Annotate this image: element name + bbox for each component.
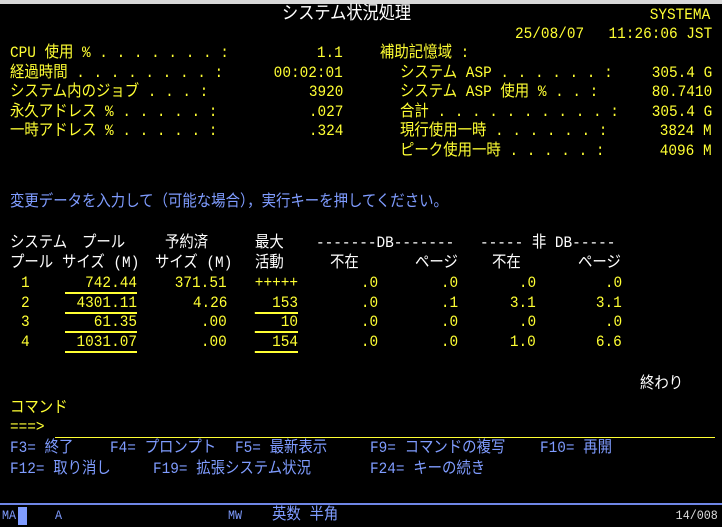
command-label: コマンド [10,399,68,417]
more-indicator: 終わり [640,375,684,393]
aux-storage-label: 補助記憶域 : [380,44,470,62]
table-cell: +++++ [254,274,298,292]
aux-field-value: 305.4 G [651,63,712,82]
column-header: -------DB------- [316,234,455,252]
time: 11:26:06 JST [608,25,712,43]
table-input-cell[interactable]: 1031.07 [65,333,137,354]
column-header: 不在 [330,254,359,272]
function-key[interactable]: F19= 拡張システム状況 [153,459,311,478]
table-input-cell[interactable]: 4301.11 [65,294,137,314]
column-header: システム [10,234,68,252]
table-cell: 4.26 [192,293,227,312]
function-key[interactable]: F12= 取り消し [10,459,111,478]
column-header: ----- 非 DB----- [480,234,616,252]
column-header: プール [10,254,54,272]
table-cell: .0 [360,333,378,352]
table-cell: .0 [518,313,536,332]
cursor-block [18,507,27,525]
aux-field-label: ピーク使用一時 . . . . . : [400,141,605,160]
status-mw: MW [228,508,243,523]
column-header: 最大 [255,234,284,252]
aux-field-label: システム ASP . . . . . . : [400,63,613,82]
table-cell: .0 [440,274,458,292]
table-cell: .0 [604,274,622,292]
table-cell: .0 [604,313,622,332]
pool-id: 4 [21,333,30,352]
table-cell: 1.0 [510,333,536,352]
table-cell: .0 [440,333,458,352]
function-key[interactable]: F24= キーの続き [370,459,486,478]
table-cell: .00 [201,313,227,332]
field-label: CPU 使用 % . . . . . . . : [10,44,229,62]
ime-mode: 英数 半角 [272,506,339,524]
instruction-text: 変更データを入力して（可能な場合），実行キーを押してください。 [10,193,448,211]
field-label: 一時アドレス % . . . . . : [10,122,218,140]
table-cell: 3.1 [510,293,536,312]
table-cell: 6.6 [596,333,622,352]
date: 25/08/07 [515,25,585,43]
field-value: .324 [308,122,343,140]
table-cell: .1 [440,293,458,312]
status-ma: MA [2,508,17,523]
table-cell: .00 [201,333,227,352]
column-header: 予約済 [165,234,209,252]
pool-id: 1 [21,274,30,292]
aux-field-value: 3824 M [660,122,712,140]
aux-field-label: 現行使用一時 . . . . . . : [400,122,608,140]
column-header: ページ [578,254,621,272]
aux-field-label: システム ASP 使用 % . . : [400,83,599,101]
table-cell: 371.51 [175,274,227,292]
column-header: サイズ (M) [155,254,233,272]
column-header: 不在 [492,254,521,272]
pool-id: 3 [21,313,30,332]
table-cell: .0 [360,293,378,312]
table-input-cell[interactable]: 153 [254,294,298,314]
command-input[interactable] [55,437,715,438]
table-cell: 3.1 [596,293,622,312]
field-label: 永久アドレス % . . . . . : [10,102,218,121]
table-cell: .0 [360,274,378,292]
status-a: A [55,508,63,523]
field-value: .027 [308,102,343,121]
aux-field-label: 合計 . . . . . . . . . . : [400,102,619,121]
aux-field-value: 4096 M [660,141,712,160]
table-input-cell[interactable]: 61.35 [65,313,137,334]
field-value: 3920 [308,83,343,101]
table-cell: .0 [518,274,536,292]
window-top-strip [0,0,722,4]
function-key[interactable]: F10= 再開 [540,439,613,457]
aux-field-value: 305.4 G [651,102,712,121]
function-key[interactable]: F4= プロンプト [110,439,217,457]
screen-title: システム状況処理 [282,5,412,25]
table-input-cell[interactable]: 154 [254,333,298,354]
table-cell: .0 [440,313,458,332]
field-label: システム内のジョブ . . . : [10,83,209,101]
column-header: プール [82,234,126,252]
table-cell: .0 [360,313,378,332]
pool-id: 2 [21,293,30,312]
function-key[interactable]: F5= 最新表示 [235,439,328,457]
system-name: SYSTEMA [649,6,710,24]
command-prompt: ===> [10,418,45,436]
column-header: ページ [415,254,458,272]
table-input-cell[interactable]: 10 [254,313,298,334]
function-key[interactable]: F9= コマンドの複写 [370,439,506,457]
table-input-cell[interactable]: 742.44 [65,274,137,294]
field-value: 1.1 [317,44,343,62]
status-divider [0,503,722,505]
aux-field-value: 80.7410 [651,83,712,101]
function-key[interactable]: F3= 終了 [10,439,74,457]
column-header: 活動 [255,254,284,272]
field-value: 00:02:01 [273,63,343,82]
column-header: サイズ (M) [62,254,140,272]
cursor-position: 14/008 [675,508,718,523]
field-label: 経過時間 . . . . . . . . : [10,63,224,82]
